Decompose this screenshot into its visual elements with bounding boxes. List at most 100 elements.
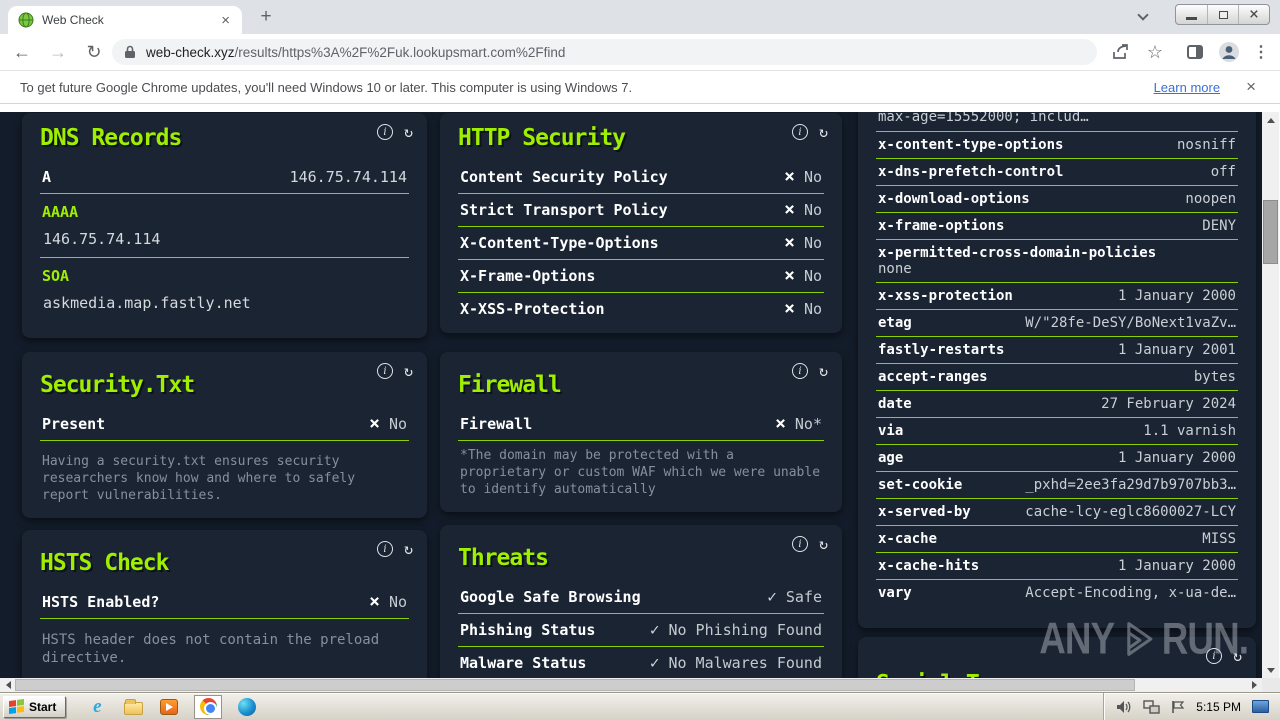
vertical-scroll-thumb[interactable] <box>1263 200 1278 264</box>
refresh-icon[interactable]: ↻ <box>818 361 828 380</box>
info-icon[interactable]: i <box>376 124 393 140</box>
browser-toolbar: ← → ↻ web-check.xyz/results/https%3A%2F%… <box>0 34 1280 70</box>
side-panel-icon <box>1187 45 1203 59</box>
horizontal-scroll-thumb[interactable] <box>15 679 1135 691</box>
row-value: No* <box>794 415 822 433</box>
share-button[interactable] <box>1108 40 1134 64</box>
scroll-left-button[interactable] <box>0 678 16 692</box>
headers-card: max-age=15552000; includ… x-content-type… <box>858 112 1256 628</box>
row-label: Phishing Status <box>460 621 596 639</box>
horizontal-scrollbar[interactable] <box>0 678 1262 692</box>
card-title: Firewall <box>458 372 562 398</box>
info-icon[interactable]: i <box>791 124 808 140</box>
lock-icon[interactable] <box>124 45 136 59</box>
minimize-button[interactable] <box>1176 5 1207 24</box>
new-tab-button[interactable]: + <box>260 6 272 27</box>
scrollbar-corner <box>1262 678 1280 692</box>
cross-icon: × <box>784 166 795 187</box>
cross-icon: × <box>775 413 786 434</box>
header-value: Accept-Encoding, x-ua-de… <box>1025 585 1236 601</box>
tab-search-chevron-icon[interactable] <box>1136 9 1150 24</box>
restore-button[interactable] <box>1207 5 1238 24</box>
row-value: No <box>803 300 822 318</box>
refresh-icon[interactable]: ↻ <box>403 122 413 141</box>
back-button[interactable]: ← <box>13 41 31 62</box>
scroll-up-button[interactable] <box>1262 112 1279 128</box>
volume-icon[interactable] <box>1116 700 1132 714</box>
media-player-icon[interactable] <box>158 696 180 718</box>
edge-icon[interactable] <box>236 696 258 718</box>
vertical-scrollbar[interactable] <box>1262 112 1279 678</box>
threat-row: Phishing Status ✓ No Phishing Found <box>458 614 824 647</box>
row-label: X-Content-Type-Options <box>460 234 659 252</box>
refresh-icon[interactable]: ↻ <box>818 534 828 553</box>
dns-a-label: A <box>42 168 52 186</box>
refresh-icon[interactable]: ↻ <box>1232 646 1242 665</box>
row-label: Firewall <box>460 415 533 433</box>
refresh-icon[interactable]: ↻ <box>818 122 828 141</box>
refresh-icon[interactable]: ↻ <box>403 539 413 558</box>
header-value: DENY <box>1202 218 1236 234</box>
http-security-row: Content Security Policy × No <box>458 161 824 194</box>
header-row: accept-ranges bytes <box>876 364 1238 391</box>
info-icon[interactable]: i <box>791 536 808 552</box>
info-icon[interactable]: i <box>1205 648 1222 664</box>
windows-logo-icon <box>9 698 24 715</box>
row-value: No <box>803 168 822 186</box>
profile-button[interactable] <box>1216 40 1242 64</box>
check-icon: ✓ <box>649 620 660 639</box>
tab-title: Web Check <box>42 13 104 27</box>
row-label: Content Security Policy <box>460 168 668 186</box>
info-icon[interactable]: i <box>376 541 393 557</box>
header-value: W/"28fe-DeSY/BoNext1vaZv… <box>1025 315 1236 331</box>
network-icon[interactable] <box>1143 699 1160 714</box>
social-tags-card: i ↻ Social Tags <box>858 637 1256 678</box>
chevron-down-icon <box>1137 9 1149 21</box>
address-bar[interactable]: web-check.xyz/results/https%3A%2F%2Fuk.l… <box>112 39 1097 65</box>
header-row: age 1 January 2000 <box>876 445 1238 472</box>
scroll-right-button[interactable] <box>1246 678 1262 692</box>
header-value: bytes <box>1193 369 1236 385</box>
url-domain: web-check.xyz <box>146 44 235 60</box>
threat-row: Google Safe Browsing ✓ Safe <box>458 581 824 614</box>
notification-close-icon[interactable]: × <box>1246 77 1256 96</box>
tab-close-icon[interactable]: × <box>221 11 230 29</box>
header-value: 1.1 varnish <box>1143 423 1236 439</box>
header-key: x-content-type-options <box>878 137 1064 153</box>
dns-a-value: 146.75.74.114 <box>289 168 407 186</box>
internet-explorer-icon[interactable]: e <box>93 695 102 717</box>
learn-more-link[interactable]: Learn more <box>1153 79 1221 95</box>
browser-tab[interactable]: Web Check × <box>8 6 242 34</box>
chrome-icon <box>199 698 217 715</box>
header-row: via 1.1 varnish <box>876 418 1238 445</box>
bookmark-button[interactable]: ☆ <box>1142 40 1168 64</box>
forward-button[interactable]: → <box>49 41 67 62</box>
menu-button[interactable]: ⋮ <box>1248 40 1274 64</box>
file-explorer-icon[interactable] <box>122 696 144 718</box>
page-top-gap <box>0 104 1280 112</box>
header-key: vary <box>878 585 912 601</box>
start-button[interactable]: Start <box>3 695 67 718</box>
action-center-flag-icon[interactable] <box>1171 700 1185 714</box>
header-value: 1 January 2000 <box>1117 288 1236 304</box>
side-panel-button[interactable] <box>1182 40 1208 64</box>
url-text: web-check.xyz/results/https%3A%2F%2Fuk.l… <box>146 45 565 60</box>
close-window-button[interactable]: × <box>1238 5 1269 24</box>
header-value: 1 January 2000 <box>1117 450 1236 466</box>
card-title: Security.Txt <box>40 372 195 398</box>
header-row: x-xss-protection 1 January 2000 <box>876 283 1238 310</box>
cross-icon: × <box>784 265 795 286</box>
taskbar-clock[interactable]: 5:15 PM <box>1196 699 1241 714</box>
info-icon[interactable]: i <box>791 363 808 379</box>
show-desktop-icon[interactable] <box>1252 700 1269 713</box>
header-key: set-cookie <box>878 477 963 493</box>
firewall-card: i ↻ Firewall Firewall × No* *The domain m… <box>440 352 842 512</box>
reload-button[interactable]: ↻ <box>86 41 102 62</box>
info-icon[interactable]: i <box>376 363 393 379</box>
scroll-down-button[interactable] <box>1262 662 1279 678</box>
security-txt-row: Present × No <box>40 408 409 441</box>
chrome-taskbar-button[interactable] <box>194 694 223 719</box>
card-description: Having a security.txt ensures security r… <box>42 454 356 504</box>
header-key: x-permitted-cross-domain-policies <box>878 245 1157 261</box>
refresh-icon[interactable]: ↻ <box>403 361 413 380</box>
